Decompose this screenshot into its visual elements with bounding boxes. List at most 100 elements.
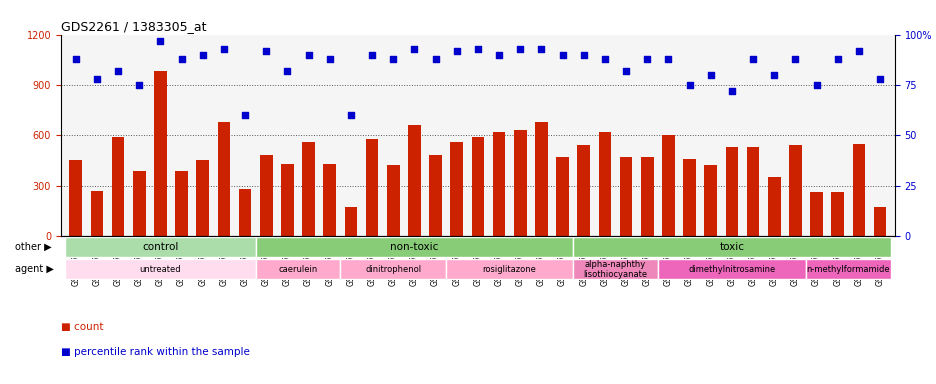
Text: dinitrophenol: dinitrophenol [365, 265, 421, 274]
Bar [302, 142, 314, 236]
Point [428, 56, 443, 62]
Bar [407, 125, 420, 236]
Text: control: control [142, 242, 179, 252]
Point [829, 56, 844, 62]
Point [745, 56, 760, 62]
Point [386, 56, 401, 62]
Bar [344, 207, 357, 236]
Text: ■ count: ■ count [61, 322, 103, 332]
Bar [66, 237, 256, 257]
Point [512, 46, 527, 52]
Bar [513, 130, 526, 236]
Point [639, 56, 654, 62]
Bar [724, 147, 738, 236]
Text: non-toxic: non-toxic [389, 242, 438, 252]
Bar [450, 142, 462, 236]
Text: GDS2261 / 1383305_at: GDS2261 / 1383305_at [61, 20, 206, 33]
Point [597, 56, 612, 62]
Bar [111, 137, 124, 236]
Point [448, 48, 463, 54]
Bar [365, 139, 378, 236]
Text: ■ percentile rank within the sample: ■ percentile rank within the sample [61, 347, 250, 357]
Bar [619, 157, 632, 236]
Text: untreated: untreated [139, 265, 181, 274]
Bar [69, 161, 82, 236]
Bar [471, 137, 484, 236]
Point [258, 48, 273, 54]
Point [871, 76, 886, 82]
Point [300, 51, 315, 58]
Bar [340, 259, 446, 279]
Bar [256, 237, 573, 257]
Point [851, 48, 866, 54]
Bar [852, 144, 864, 236]
Bar [704, 166, 716, 236]
Bar [323, 164, 336, 236]
Text: toxic: toxic [719, 242, 743, 252]
Bar [175, 170, 188, 236]
Bar [805, 259, 889, 279]
Bar [657, 259, 805, 279]
Point [216, 46, 231, 52]
Bar [239, 189, 251, 236]
Bar [872, 207, 885, 236]
Bar [810, 192, 822, 236]
Text: dimethylnitrosamine: dimethylnitrosamine [688, 265, 775, 274]
Point [322, 56, 337, 62]
Point [110, 68, 125, 74]
Point [174, 56, 189, 62]
Bar [767, 177, 780, 236]
Point [766, 72, 781, 78]
Bar [197, 161, 209, 236]
Point [68, 56, 83, 62]
Bar [133, 170, 145, 236]
Bar [662, 135, 674, 236]
Bar [598, 132, 610, 236]
Text: other ▶: other ▶ [15, 242, 51, 252]
Bar [446, 259, 573, 279]
Point [153, 38, 168, 44]
Text: caerulein: caerulein [278, 265, 317, 274]
Point [554, 51, 569, 58]
Bar [259, 156, 272, 236]
Text: agent ▶: agent ▶ [15, 264, 54, 274]
Bar [256, 259, 340, 279]
Point [681, 82, 696, 88]
Bar [788, 146, 801, 236]
Point [280, 68, 295, 74]
Bar [577, 146, 590, 236]
Point [364, 51, 379, 58]
Bar [573, 259, 657, 279]
Bar [640, 157, 652, 236]
Point [576, 51, 591, 58]
Bar [66, 259, 256, 279]
Bar [534, 122, 548, 236]
Point [787, 56, 802, 62]
Bar [573, 237, 889, 257]
Point [406, 46, 421, 52]
Bar [429, 156, 442, 236]
Text: n-methylformamide: n-methylformamide [806, 265, 889, 274]
Point [724, 88, 739, 94]
Point [132, 82, 147, 88]
Point [195, 51, 210, 58]
Bar [556, 157, 568, 236]
Point [618, 68, 633, 74]
Point [343, 112, 358, 118]
Point [702, 72, 717, 78]
Bar [682, 159, 695, 236]
Point [238, 112, 253, 118]
Point [89, 76, 104, 82]
Point [660, 56, 675, 62]
Text: rosiglitazone: rosiglitazone [482, 265, 536, 274]
Point [491, 51, 506, 58]
Bar [154, 71, 167, 236]
Bar [91, 191, 103, 236]
Bar [746, 147, 758, 236]
Point [534, 46, 548, 52]
Point [470, 46, 485, 52]
Bar [492, 132, 505, 236]
Bar [217, 122, 230, 236]
Text: alpha-naphthy
lisothiocyanate: alpha-naphthy lisothiocyanate [583, 260, 647, 279]
Bar [387, 166, 399, 236]
